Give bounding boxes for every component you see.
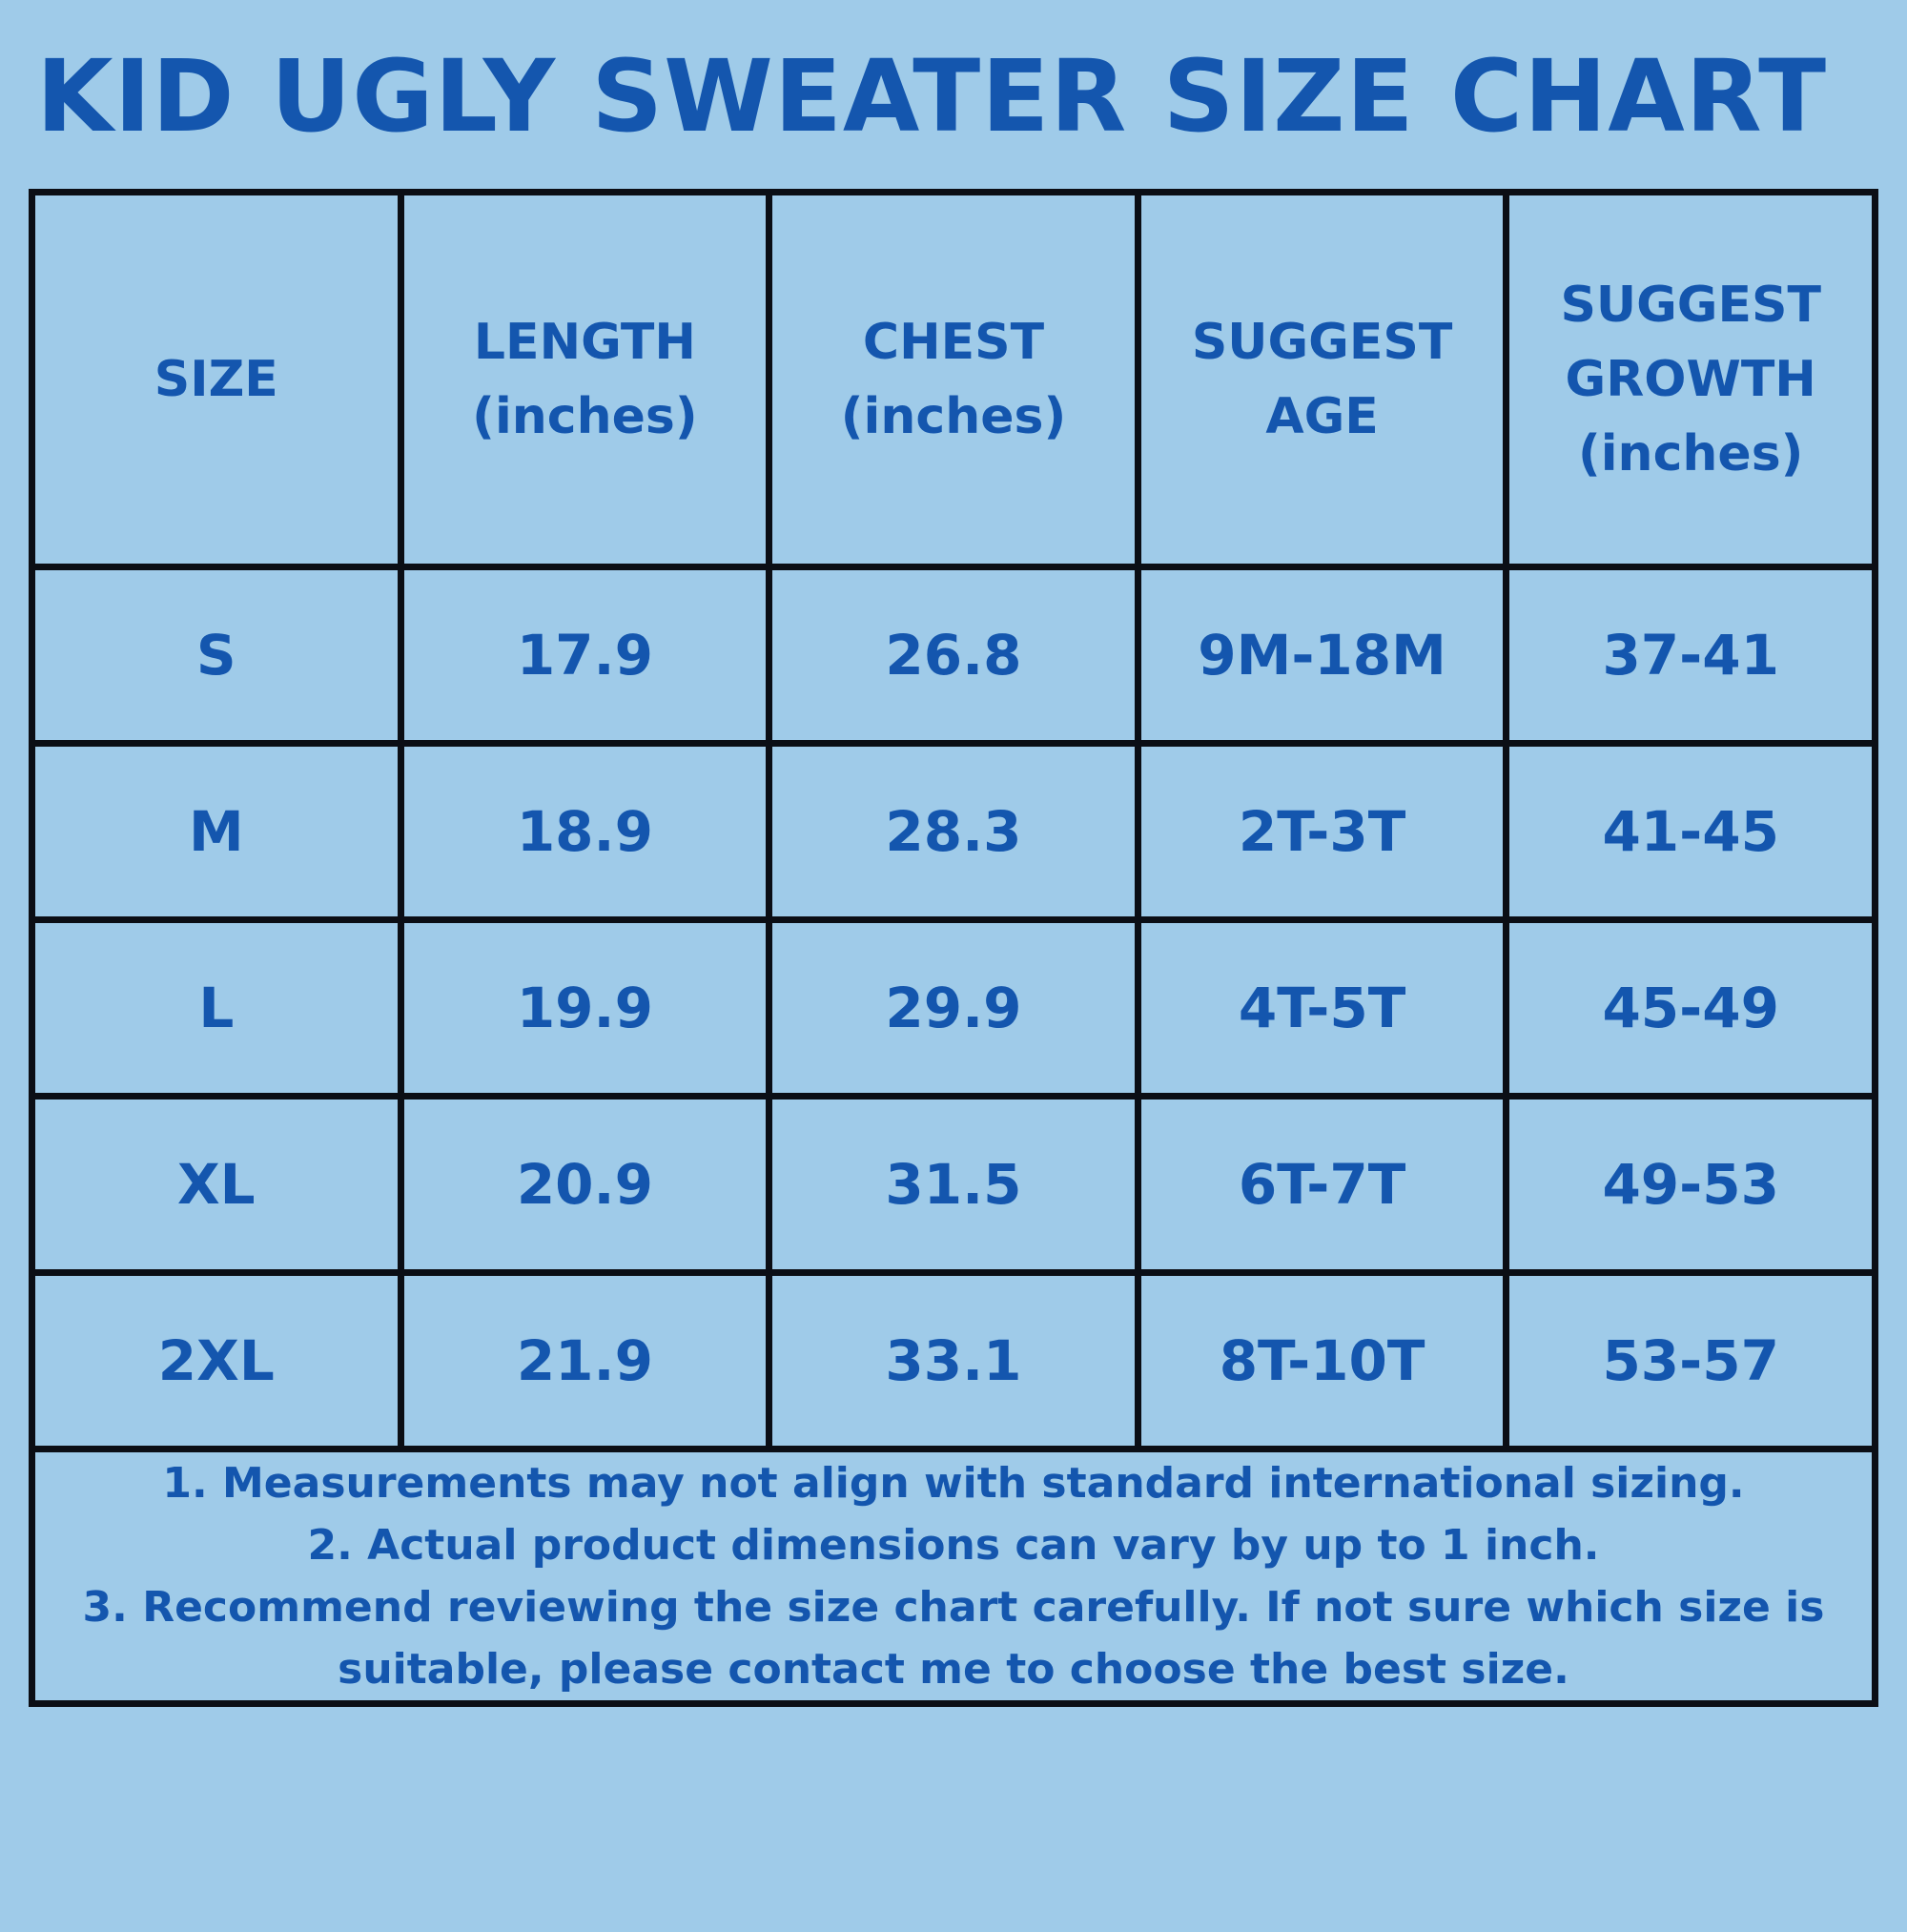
header-cell-chest: CHEST (inches) (766, 189, 1141, 570)
cell-suggest-age: 8T-10T (1134, 1269, 1510, 1452)
cell-length: 18.9 (397, 740, 773, 923)
cell-length: 19.9 (397, 916, 773, 1100)
cell-chest: 26.8 (766, 564, 1141, 747)
cell-suggest-growth: 41-45 (1503, 740, 1878, 923)
table-body: S 17.9 26.8 9M-18M 37-41 M 18.9 28.3 2T-3T 41-45 L… (29, 564, 1878, 1452)
header-cell-suggest-growth: SUGGEST GROWTH (inches) (1503, 189, 1878, 570)
cell-size: XL (29, 1093, 404, 1276)
cell-suggest-growth: 53-57 (1503, 1269, 1878, 1452)
cell-suggest-age: 6T-7T (1134, 1093, 1510, 1276)
header-line: SUGGEST (1191, 314, 1453, 371)
page-title: KID UGLY SWEATER SIZE CHART (36, 38, 1828, 154)
cell-length: 21.9 (397, 1269, 773, 1452)
header-line: AGE (1265, 388, 1379, 445)
header-line: (inches) (1577, 425, 1804, 483)
cell-size: M (29, 740, 404, 923)
cell-size: 2XL (29, 1269, 404, 1452)
notes-row: 1. Measurements may not align with stand… (29, 1445, 1878, 1708)
table-row-2xl: 2XL 21.9 33.1 8T-10T 53-57 (29, 1269, 1878, 1452)
header-row: SIZE LENGTH (inches) CHEST (inches) SUGGEST AG… (29, 189, 1878, 570)
note-line: 1. Measurements may not align with stand… (162, 1459, 1745, 1508)
cell-length: 17.9 (397, 564, 773, 747)
header-line: SUGGEST (1560, 277, 1821, 334)
cell-suggest-growth: 45-49 (1503, 916, 1878, 1100)
cell-suggest-growth: 37-41 (1503, 564, 1878, 747)
table-row-xl: XL 20.9 31.5 6T-7T 49-53 (29, 1093, 1878, 1276)
note-line: 2. Actual product dimensions can vary by… (307, 1521, 1600, 1571)
table-row-s: S 17.9 26.8 9M-18M 37-41 (29, 564, 1878, 747)
notes: 1. Measurements may not align with stand… (35, 1452, 1872, 1700)
table-footer: 1. Measurements may not align with stand… (29, 1445, 1878, 1708)
table-header: SIZE LENGTH (inches) CHEST (inches) SUGGEST AG… (29, 189, 1878, 570)
note-line: 3. Recommend reviewing the size chart ca… (82, 1583, 1825, 1695)
cell-chest: 31.5 (766, 1093, 1141, 1276)
cell-chest: 33.1 (766, 1269, 1141, 1452)
header-line: GROWTH (1565, 351, 1816, 408)
header-cell-length: LENGTH (inches) (397, 189, 773, 570)
cell-chest: 29.9 (766, 916, 1141, 1100)
header-line: (inches) (840, 388, 1067, 445)
notes-cell: 1. Measurements may not align with stand… (29, 1445, 1878, 1708)
cell-size: L (29, 916, 404, 1100)
header-line: CHEST (862, 314, 1045, 371)
size-chart-table: SIZE LENGTH (inches) CHEST (inches) SUGGEST AG… (29, 189, 1878, 1708)
header-cell-suggest-age: SUGGEST AGE (1134, 189, 1510, 570)
header-line: LENGTH (473, 314, 696, 371)
table-row-m: M 18.9 28.3 2T-3T 41-45 (29, 740, 1878, 923)
table-row-l: L 19.9 29.9 4T-5T 45-49 (29, 916, 1878, 1100)
cell-suggest-age: 4T-5T (1134, 916, 1510, 1100)
cell-suggest-age: 2T-3T (1134, 740, 1510, 923)
cell-suggest-age: 9M-18M (1134, 564, 1510, 747)
cell-chest: 28.3 (766, 740, 1141, 923)
cell-length: 20.9 (397, 1093, 773, 1276)
header-line: SIZE (154, 351, 278, 408)
cell-suggest-growth: 49-53 (1503, 1093, 1878, 1276)
cell-size: S (29, 564, 404, 747)
header-cell-size: SIZE (29, 189, 404, 570)
header-line: (inches) (472, 388, 698, 445)
